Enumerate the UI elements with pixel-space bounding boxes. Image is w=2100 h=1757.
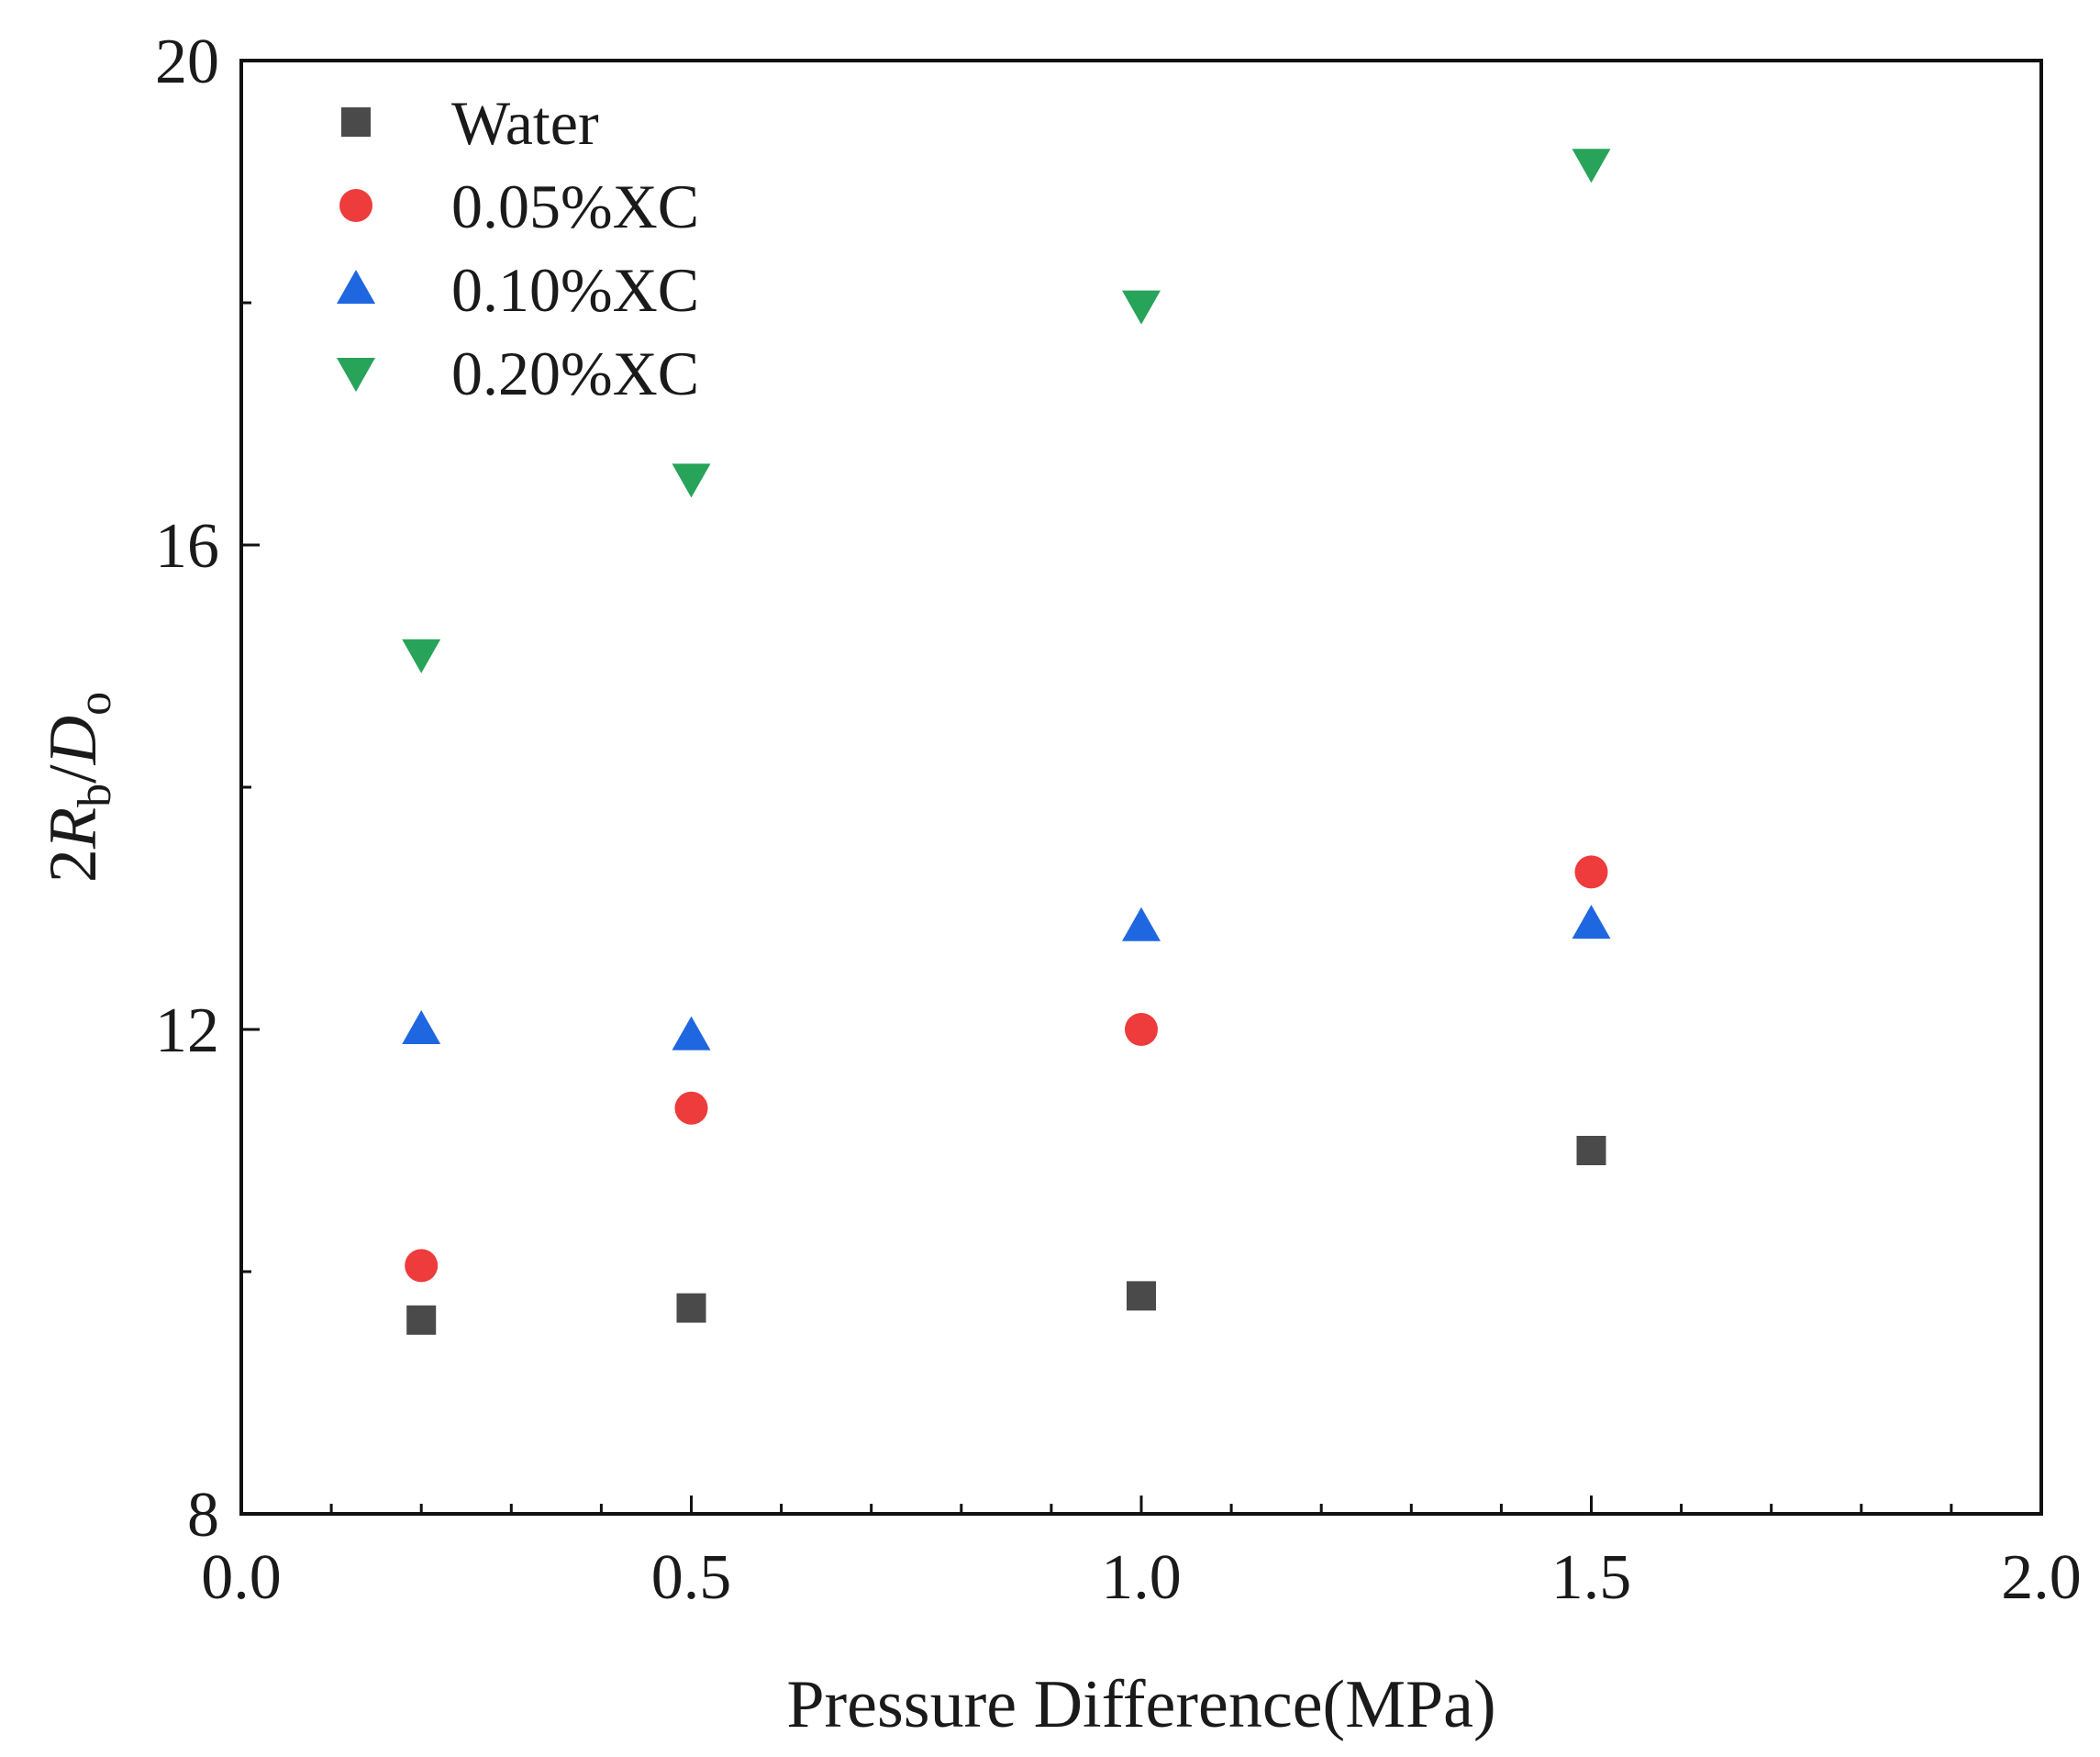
legend-item: Water (341, 88, 599, 158)
axis-ticks (239, 59, 2043, 1516)
legend-marker (339, 189, 372, 222)
data-point (1572, 905, 1611, 940)
y-axis-label: 2Rb/Do (36, 692, 121, 883)
data-point (1576, 1136, 1606, 1165)
legend-label: Water (451, 88, 599, 158)
data-point (672, 1016, 711, 1051)
y-tick-label: 12 (155, 995, 219, 1066)
axis-tick-labels: 0.0 0.5 1.0 1.5 2.0 8 12 16 20 (155, 27, 2082, 1613)
x-tick-label: 1.0 (1101, 1542, 1182, 1613)
data-point (1572, 149, 1611, 183)
series-0.05%XC (405, 855, 1608, 1283)
data-point (676, 1293, 706, 1323)
legend-marker (337, 270, 375, 304)
y-label-D-sub: o (69, 692, 121, 716)
data-point (672, 463, 711, 498)
legend-item: 0.05%XC (339, 172, 699, 241)
legend: Water 0.05%XC 0.10%XC 0.20%XC (337, 88, 699, 408)
data-point (1574, 855, 1608, 889)
legend-marker (341, 107, 371, 137)
y-label-D: D (36, 716, 111, 765)
data-markers (402, 149, 1611, 1335)
data-point (1127, 1281, 1156, 1311)
legend-label: 0.10%XC (451, 255, 699, 325)
y-label-slash: / (36, 764, 111, 784)
data-point (402, 639, 441, 673)
y-tick-label: 8 (187, 1480, 219, 1551)
data-point (674, 1091, 708, 1125)
series-0.10%XC (402, 905, 1611, 1051)
y-label-R: R (36, 807, 111, 850)
x-tick-label: 2.0 (2001, 1542, 2082, 1613)
data-point (1122, 906, 1161, 941)
data-point (402, 1010, 441, 1044)
legend-item: 0.10%XC (337, 255, 699, 325)
x-tick-label: 0.5 (651, 1542, 732, 1613)
data-point (1122, 290, 1161, 325)
data-point (405, 1249, 439, 1283)
x-axis-label: Pressure Difference(MPa) (786, 1667, 1495, 1742)
legend-label: 0.05%XC (451, 172, 699, 241)
y-label-R-sub: b (69, 784, 121, 807)
series-0.20%XC (402, 149, 1611, 673)
data-point (406, 1305, 437, 1335)
x-tick-label: 1.5 (1551, 1542, 1632, 1613)
y-tick-label: 16 (155, 511, 219, 582)
data-point (1125, 1013, 1158, 1046)
legend-item: 0.20%XC (337, 339, 699, 408)
legend-label: 0.20%XC (451, 339, 699, 408)
x-tick-label: 0.0 (201, 1542, 282, 1613)
y-tick-label: 20 (155, 27, 219, 97)
legend-marker (337, 358, 375, 392)
y-label-base: 2 (36, 849, 111, 883)
series-Water (406, 1136, 1606, 1335)
